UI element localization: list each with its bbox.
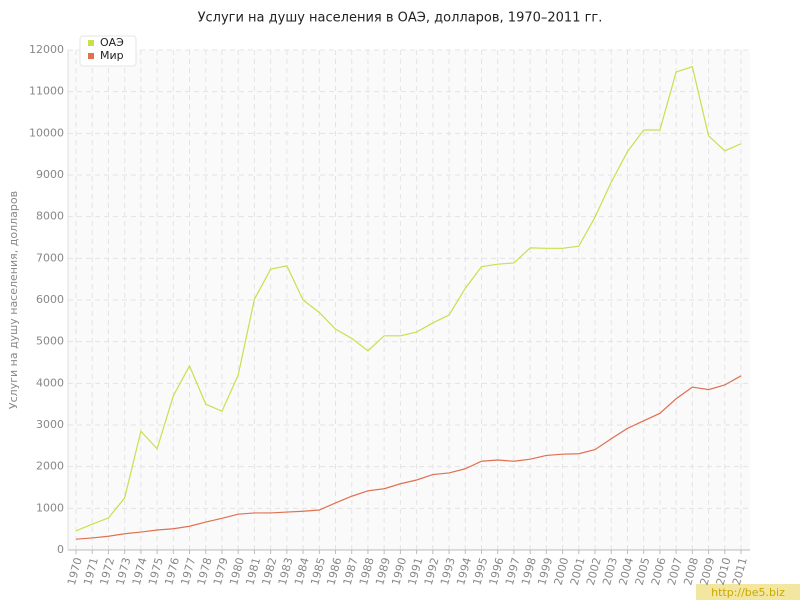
y-tick-label: 1000 [36, 501, 64, 514]
y-tick-label: 9000 [36, 168, 64, 181]
legend-swatch [88, 53, 94, 59]
y-tick-label: 12000 [29, 43, 64, 56]
y-axis-label: Услуги на душу населения, долларов [7, 191, 20, 409]
y-tick-label: 4000 [36, 376, 64, 389]
series-line [75, 65, 742, 532]
watermark-bg [696, 584, 800, 600]
series-line [75, 375, 742, 540]
y-tick-label: 0 [57, 543, 64, 556]
y-tick-label: 8000 [36, 210, 64, 223]
legend-label: ОАЭ [100, 36, 124, 49]
y-tick-label: 6000 [36, 293, 64, 306]
chart-title: Услуги на душу населения в ОАЭ, долларов… [198, 11, 603, 26]
watermark: http://be5.biz [711, 586, 785, 599]
y-tick-label: 3000 [36, 418, 64, 431]
y-tick-label: 11000 [29, 85, 64, 98]
y-tick-label: 2000 [36, 460, 64, 473]
y-tick-label: 10000 [29, 126, 64, 139]
legend-swatch [88, 40, 94, 46]
y-tick-label: 5000 [36, 335, 64, 348]
legend-label: Мир [100, 49, 124, 62]
y-tick-label: 7000 [36, 251, 64, 264]
